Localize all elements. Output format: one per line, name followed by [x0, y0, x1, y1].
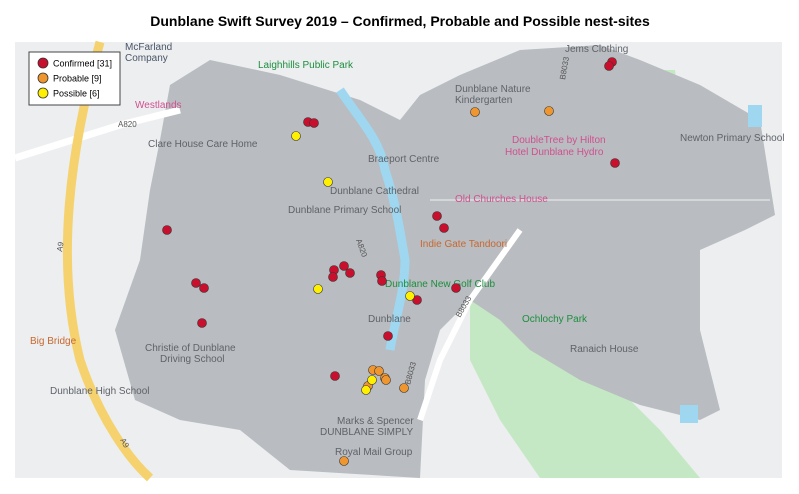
- map: [13, 40, 782, 482]
- nest-site: [451, 283, 461, 293]
- place-label: Royal Mail Group: [335, 447, 413, 458]
- place-label: Laighhills Public Park: [258, 60, 354, 71]
- place-label: Dunblane Cathedral: [330, 186, 419, 197]
- legend-swatch: [37, 57, 49, 69]
- place-labels: McFarland Company Laighhills Public Park…: [30, 42, 784, 458]
- place-label: Newton Primary School: [680, 133, 784, 144]
- place-label: Big Bridge: [30, 336, 77, 347]
- road-label: B8033: [558, 55, 571, 80]
- road-label: A9: [55, 241, 66, 253]
- place-label: Marks & Spencer: [337, 416, 414, 427]
- place-label: Dunblane New Golf Club: [385, 279, 495, 290]
- nest-site: [330, 371, 340, 381]
- place-label: Dunblane: [368, 314, 411, 325]
- nest-site: [197, 318, 207, 328]
- motorway: [62, 40, 154, 482]
- legend-items: Confirmed [31] Probable [9] Possible [6]: [37, 57, 112, 99]
- nest-site: [399, 383, 409, 393]
- nest-site: [383, 331, 393, 341]
- place-label: Hotel Dunblane Hydro: [505, 147, 604, 158]
- place-label: Ochlochy Park: [522, 314, 588, 325]
- legend-label: Possible [6]: [53, 89, 100, 99]
- nest-site: [432, 211, 442, 221]
- place-label: Dunblane Nature: [455, 84, 531, 95]
- nest-site: [381, 375, 391, 385]
- nest-site: [309, 118, 319, 128]
- place-label: DUNBLANE SIMPLY: [320, 427, 414, 438]
- nest-site: [470, 107, 480, 117]
- place-label: McFarland: [125, 42, 172, 53]
- place-label: Driving School: [160, 354, 224, 365]
- place-label: Ranaich House: [570, 344, 639, 355]
- place-label: Jems Clothing: [565, 44, 628, 55]
- place-label: Dunblane Primary School: [288, 205, 401, 216]
- nest-site: [544, 106, 554, 116]
- road: [417, 228, 523, 421]
- nest-site: [199, 283, 209, 293]
- road-label: A820: [118, 120, 137, 129]
- nest-site: [439, 223, 449, 233]
- legend-swatch: [37, 72, 49, 84]
- nest-site: [328, 272, 338, 282]
- nest-site: [345, 268, 355, 278]
- nest-site: [377, 276, 387, 286]
- place-label: Christie of Dunblane: [145, 343, 236, 354]
- place-label: Braeport Centre: [368, 154, 440, 165]
- place-label: Old Churches House: [455, 194, 548, 205]
- nest-site: [374, 366, 384, 376]
- nest-site: [610, 158, 620, 168]
- nest-site: [162, 225, 172, 235]
- nest-site: [339, 261, 349, 271]
- legend-label: Confirmed [31]: [53, 59, 112, 69]
- legend-label: Probable [9]: [53, 74, 102, 84]
- place-label: Indie Gate Tandoori: [420, 239, 507, 250]
- road: [13, 106, 181, 162]
- nest-site: [291, 131, 301, 141]
- nest-site: [313, 284, 323, 294]
- legend: Confirmed [31] Probable [9] Possible [6]: [28, 51, 121, 106]
- pond: [680, 405, 698, 423]
- title: Dunblane Swift Survey 2019 – Confirmed, …: [150, 13, 650, 29]
- nest-sites: [162, 57, 620, 466]
- nest-site: [405, 291, 415, 301]
- place-label: DoubleTree by Hilton: [512, 135, 606, 146]
- place-label: Kindergarten: [455, 95, 512, 106]
- place-label: Clare House Care Home: [148, 139, 258, 150]
- nest-site: [367, 375, 377, 385]
- nest-site: [361, 385, 371, 395]
- town-area: [115, 45, 775, 478]
- legend-swatch: [37, 87, 49, 99]
- road-label: A9: [118, 437, 131, 450]
- pond: [748, 105, 762, 127]
- place-label: Company: [125, 53, 168, 64]
- nest-site: [604, 61, 614, 71]
- place-label: Westlands: [135, 100, 182, 111]
- place-label: Dunblane High School: [50, 386, 150, 397]
- nest-site: [191, 278, 201, 288]
- nest-site: [323, 177, 333, 187]
- river: [336, 87, 410, 351]
- nest-site: [339, 456, 349, 466]
